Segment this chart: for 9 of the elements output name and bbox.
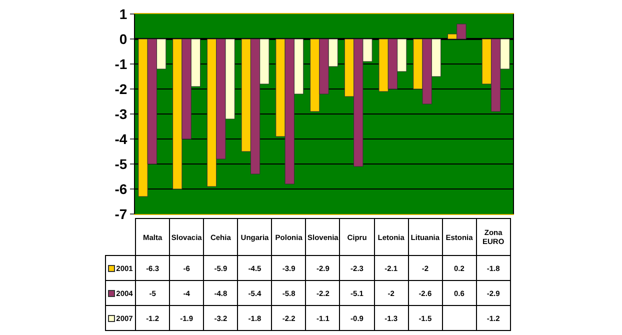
y-tick-label: -3 bbox=[114, 106, 128, 122]
y-tick-label: -5 bbox=[114, 156, 128, 172]
y-tick-label: 1 bbox=[119, 6, 128, 22]
y-tick-label: -1 bbox=[114, 56, 128, 72]
y-tick-label: 0 bbox=[119, 30, 128, 47]
y-tick-label: -2 bbox=[114, 80, 128, 97]
y-tick-label: -7 bbox=[114, 206, 128, 222]
y-tick-label: -6 bbox=[114, 180, 128, 197]
y-tick-label: -4 bbox=[114, 130, 128, 147]
